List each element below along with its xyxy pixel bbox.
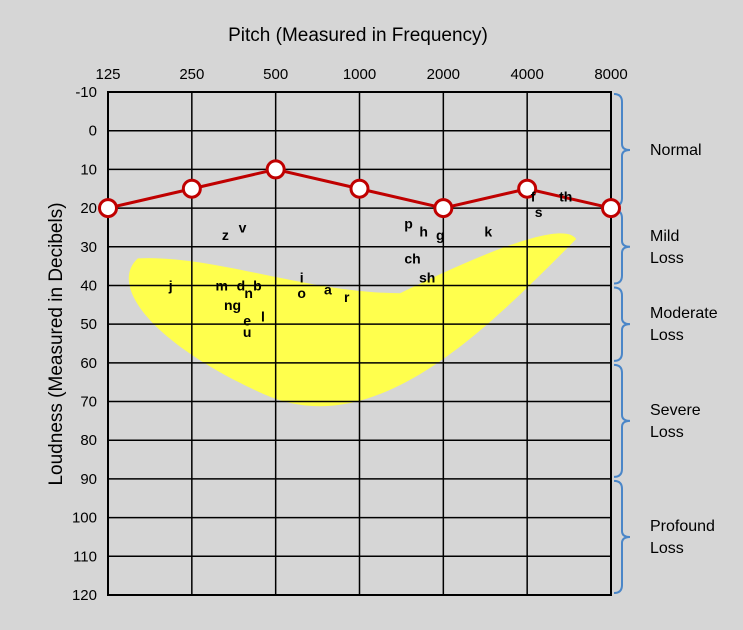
y-tick-label: 30 [80,239,97,256]
x-tick-label: 125 [95,66,120,83]
speech-sound-label: ng [224,297,241,313]
y-tick-label: 10 [80,161,97,178]
speech-sound-label: v [239,219,247,235]
speech-sound-label: u [243,324,252,340]
range-label: Normal [650,142,702,159]
range-bracket [613,479,631,594]
speech-sound-label: e [243,312,251,328]
speech-sound-label: b [253,277,262,293]
speech-sound-label: a [324,281,332,297]
speech-sound-label: z [222,227,229,243]
x-tick-label: 4000 [510,66,543,83]
range-label: Profound [650,518,715,535]
range-label: Moderate [650,305,718,322]
y-tick-label: 60 [80,355,97,372]
y-tick-label: 110 [73,548,97,565]
y-tick-label: 70 [80,394,97,411]
threshold-point [349,178,370,199]
speech-sound-label: ch [404,250,420,266]
x-tick-label: 250 [179,66,204,83]
x-tick-label: 2000 [427,66,460,83]
y-tick-label: 0 [89,123,97,140]
speech-sound-label: sh [419,270,435,286]
y-axis-label: Loudness (Measured in Decibels) [46,202,67,485]
y-tick-label: 120 [72,587,97,604]
y-tick-label: 20 [80,200,97,217]
y-tick-label: 90 [80,471,97,488]
speech-sound-label: n [244,285,253,301]
speech-sound-label: j [168,277,173,293]
x-tick-label: 8000 [594,66,627,83]
speech-sound-label: th [559,188,572,204]
threshold-point [433,198,454,219]
speech-sound-label: g [436,227,445,243]
range-label: Mild [650,228,679,245]
threshold-point [517,178,538,199]
range-label: Loss [650,540,684,557]
range-label: Loss [650,424,684,441]
speech-banana-region [128,233,577,407]
y-tick-label: 100 [72,510,97,527]
x-tick-label: 1000 [343,66,376,83]
speech-sound-label: o [297,285,306,301]
range-bracket [613,286,631,362]
chart-title: Pitch (Measured in Frequency) [228,25,488,46]
y-tick-label: 50 [80,316,97,333]
speech-sound-label: l [261,308,265,324]
speech-sound-label: m [215,277,227,293]
speech-sound-label: f [531,188,536,204]
y-tick-label: 40 [80,277,97,294]
y-tick-label: 80 [80,432,97,449]
x-tick-label: 500 [263,66,288,83]
speech-sound-label: k [484,223,492,239]
speech-sound-label: s [535,204,543,220]
threshold-point [181,178,202,199]
range-label: Severe [650,402,701,419]
threshold-point [601,198,621,219]
threshold-point [265,159,286,180]
y-tick-label: -10 [75,84,97,101]
speech-sound-label: i [300,270,304,286]
speech-sound-label: r [344,289,350,305]
speech-sound-label: h [419,223,428,239]
range-label: Loss [650,327,684,344]
range-bracket [613,93,631,208]
range-bracket [613,363,631,478]
range-label: Loss [650,250,684,267]
speech-sound-label: d [237,277,246,293]
range-bracket [613,209,631,285]
threshold-point [98,198,118,219]
speech-sound-label: p [404,216,413,232]
